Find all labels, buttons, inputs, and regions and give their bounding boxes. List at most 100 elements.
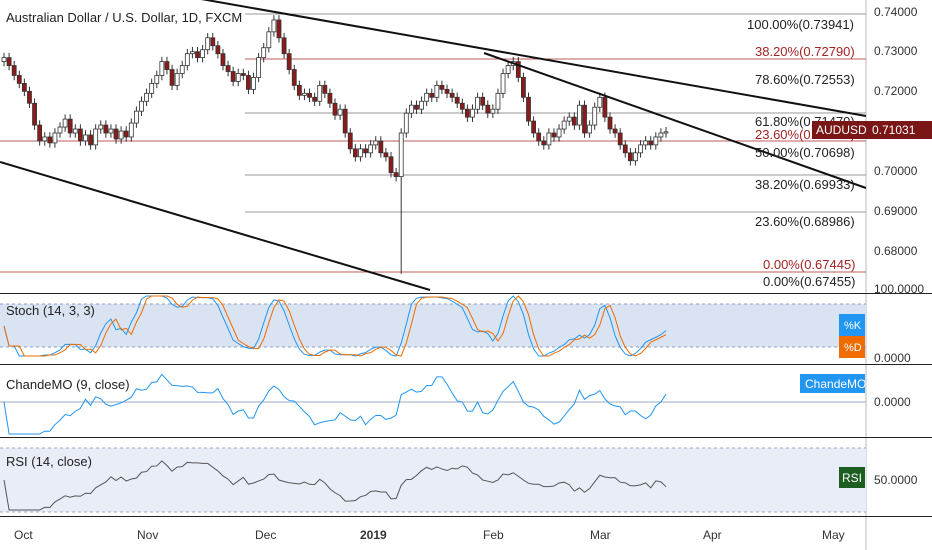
stoch-d-badge (839, 336, 865, 358)
candle-body (205, 37, 211, 51)
candle-body (429, 92, 435, 98)
candle-body (388, 156, 394, 174)
candle-body (454, 96, 460, 104)
candle-body (98, 124, 104, 130)
candle-body (286, 53, 292, 70)
fib-label-0: 0.00%(0.67455) (763, 274, 856, 289)
rsi-tick-50: 50.0000 (874, 473, 918, 487)
candle-body (139, 100, 144, 112)
candle-body (67, 118, 73, 134)
rsi-band (0, 448, 866, 512)
symbol-badge-text: AUDUSD (816, 123, 867, 137)
candle-body (500, 73, 506, 94)
candle-body (57, 126, 63, 134)
candle-body (582, 104, 587, 134)
candle-body (246, 75, 251, 90)
trendlines (0, 0, 867, 291)
candle-body (169, 69, 175, 86)
candle-body (27, 90, 32, 104)
y-tick: 0.74000 (874, 5, 918, 19)
stoch-d-line (3, 295, 667, 357)
stoch-tick-0: 0.0000 (874, 351, 911, 365)
candle-body (16, 75, 22, 84)
chande-badge-text: ChandeMO (805, 377, 866, 391)
candle-body (266, 31, 272, 49)
candle-body (495, 92, 501, 110)
candle-body (296, 85, 302, 96)
candle-body (42, 136, 48, 142)
candle-body (602, 96, 608, 118)
candle-body (358, 148, 363, 158)
stoch-k-badge (839, 314, 865, 336)
candle-body (83, 134, 88, 142)
candle-body (373, 140, 379, 146)
candle-body (612, 128, 618, 134)
candle-body (378, 140, 384, 154)
last-price-text: 0.71031 (872, 123, 916, 137)
candle-body (128, 122, 134, 138)
candle-body (88, 134, 93, 146)
candle-body (190, 51, 195, 55)
candle-body (240, 73, 246, 76)
candle-body (133, 110, 139, 124)
candle-body (403, 112, 409, 134)
candle-body (521, 77, 526, 98)
candle-body (347, 132, 353, 150)
candle-body (342, 108, 348, 134)
candle-body (617, 132, 623, 146)
candle-body (230, 71, 236, 82)
x-tick-oct: Oct (14, 528, 33, 542)
candle-body (459, 102, 465, 110)
candle-body (215, 45, 221, 55)
candle-body (393, 172, 399, 178)
candle-body (32, 102, 37, 126)
candle-body (62, 118, 68, 128)
candle-body (439, 85, 445, 90)
candle-body (6, 57, 12, 66)
candle-body (653, 136, 659, 146)
candle-body (648, 140, 654, 146)
candle-body (21, 83, 27, 92)
candle-body (93, 128, 99, 146)
candle-body (281, 37, 287, 55)
x-tick-may: May (822, 528, 845, 542)
symbol-badge (812, 121, 867, 139)
fib-label-236: 23.60%(0.68986) (755, 214, 855, 229)
x-tick-2019: 2019 (360, 528, 387, 542)
rsi-badge (839, 467, 865, 488)
candle-body (597, 96, 603, 108)
candle-body (363, 148, 368, 154)
candle-body (536, 132, 542, 142)
candle-body (337, 108, 343, 116)
candle-body (103, 124, 109, 134)
rsi-line (3, 460, 667, 511)
candle-body (302, 92, 307, 96)
candle-body (179, 65, 185, 74)
chande-tick-0: 0.0000 (874, 395, 911, 409)
candle-body (383, 152, 389, 158)
candle-body (52, 132, 58, 144)
candle-body (638, 144, 643, 154)
candle-body (225, 65, 231, 72)
candle-body (322, 85, 328, 94)
time-axis: Oct Nov Dec 2019 Feb Mar Apr May (14, 528, 845, 542)
candle-body (72, 128, 78, 134)
candle-body (515, 61, 521, 78)
candle-body (561, 120, 567, 130)
candle-body (424, 92, 430, 102)
candle-body (235, 73, 241, 82)
candle-body (566, 116, 572, 122)
candle-body (490, 108, 496, 114)
candle-body (434, 85, 440, 98)
candle-body (551, 132, 557, 138)
candle-body (556, 128, 562, 138)
candle-body (627, 152, 633, 162)
candle-body (419, 100, 424, 110)
fib-label-0-red: 0.00%(0.67445) (763, 257, 856, 272)
chande-badge (800, 374, 865, 393)
candle-body (220, 53, 226, 66)
stoch-d-badge-text: %D (844, 342, 862, 354)
candle-body (663, 131, 669, 134)
candle-body (307, 92, 312, 98)
